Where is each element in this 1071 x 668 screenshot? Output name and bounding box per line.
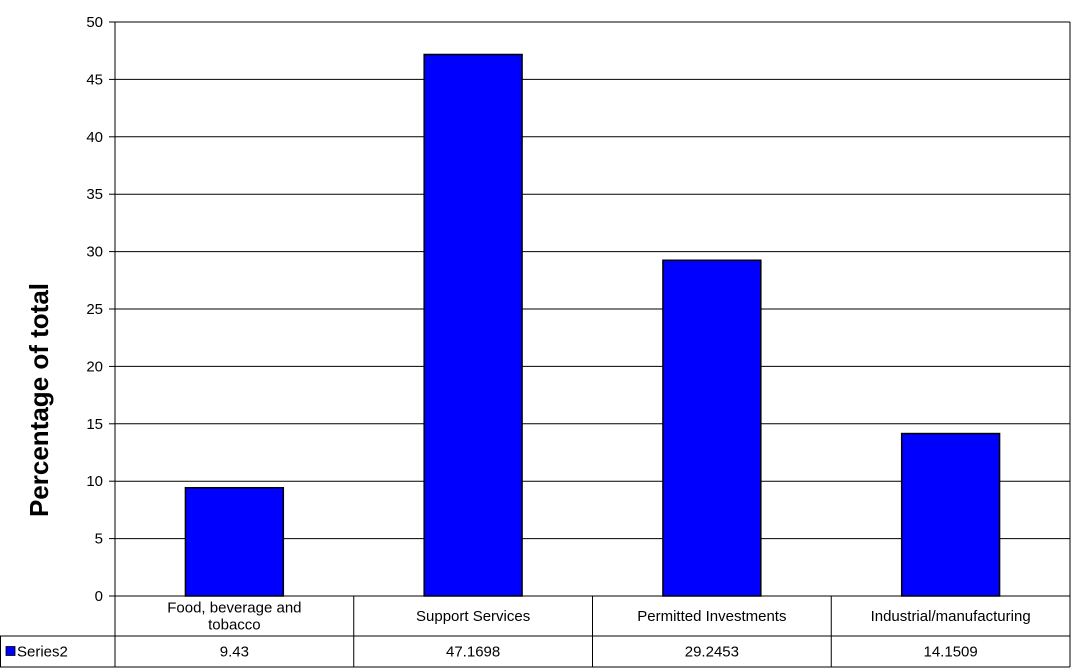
category-label: Industrial/manufacturing bbox=[871, 608, 1031, 625]
y-axis-label: Percentage of total bbox=[24, 283, 54, 517]
y-tick-label: 45 bbox=[86, 71, 103, 88]
category-label: Permitted Investments bbox=[637, 608, 786, 625]
bar bbox=[662, 259, 762, 597]
y-axis-ticks: 0 5 10 15 20 25 30 35 40 45 50 bbox=[86, 14, 115, 605]
bar bbox=[184, 486, 285, 597]
y-tick-label: 40 bbox=[86, 129, 103, 146]
y-tick-label: 10 bbox=[86, 473, 103, 490]
bar bbox=[423, 53, 523, 597]
bar bbox=[900, 432, 1001, 597]
data-value-label: 14.1509 bbox=[924, 644, 978, 661]
category-label: tobacco bbox=[208, 617, 261, 634]
legend-series-name: Series2 bbox=[17, 644, 68, 661]
y-tick-label: 25 bbox=[86, 301, 103, 318]
legend-swatch bbox=[5, 646, 16, 656]
y-tick-label: 20 bbox=[86, 358, 103, 375]
category-label: Food, beverage and bbox=[167, 600, 301, 617]
category-label: Support Services bbox=[416, 608, 530, 625]
y-tick-label: 50 bbox=[86, 14, 103, 31]
data-value-label: 29.2453 bbox=[685, 644, 739, 661]
y-tick-label: 30 bbox=[86, 244, 103, 261]
y-tick-label: 0 bbox=[95, 588, 103, 605]
y-tick-label: 35 bbox=[86, 186, 103, 203]
y-tick-label: 5 bbox=[95, 531, 103, 548]
bars bbox=[184, 53, 1001, 597]
data-value-label: 47.1698 bbox=[446, 644, 500, 661]
data-value-label: 9.43 bbox=[220, 644, 249, 661]
y-tick-label: 15 bbox=[86, 416, 103, 433]
gridlines bbox=[114, 21, 1071, 597]
